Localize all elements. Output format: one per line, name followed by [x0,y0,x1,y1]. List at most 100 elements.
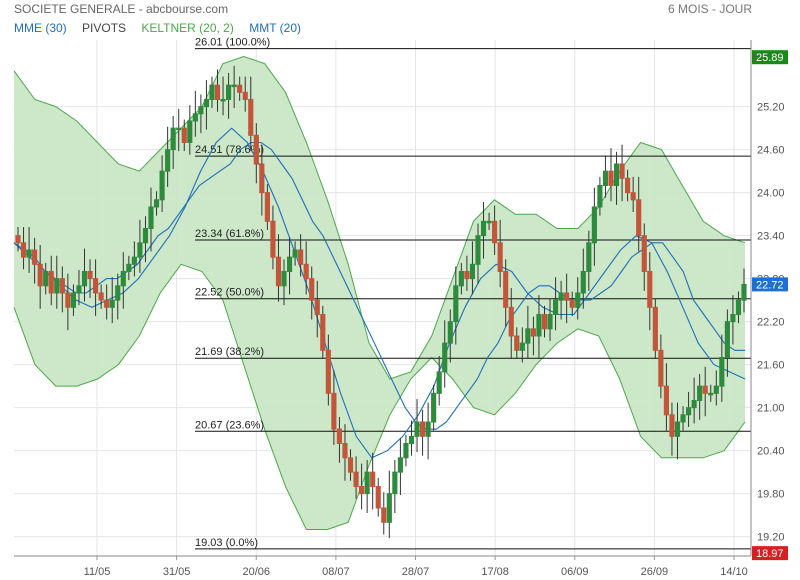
candle-body[interactable] [170,127,176,151]
candle-body[interactable] [237,84,243,93]
candle-body[interactable] [87,270,93,280]
candle-body[interactable] [580,270,586,294]
candle-body[interactable] [669,414,675,437]
candle-body[interactable] [530,328,536,337]
candle-body[interactable] [43,270,49,287]
candle-body[interactable] [54,278,60,294]
candle-body[interactable] [547,313,553,330]
candle-body[interactable] [514,335,520,351]
candle-body[interactable] [253,134,259,165]
candle-body[interactable] [26,249,32,258]
candle-body[interactable] [264,192,270,222]
candle-body[interactable] [353,471,359,487]
candle-body[interactable] [142,227,149,244]
candle-body[interactable] [286,256,293,272]
candle-body[interactable] [691,399,697,409]
candle-body[interactable] [292,249,298,258]
candle-body[interactable] [70,292,76,308]
candle-body[interactable] [647,270,653,308]
candle-body[interactable] [503,270,509,308]
candle-body[interactable] [686,407,692,416]
candle-body[interactable] [414,421,420,437]
candle-body[interactable] [226,84,232,100]
candle-body[interactable] [325,349,331,394]
candle-body[interactable] [641,235,647,272]
candle-body[interactable] [408,435,415,444]
candle-body[interactable] [735,299,742,315]
candle-body[interactable] [525,328,531,344]
candle-body[interactable] [386,493,392,523]
candle-body[interactable] [109,299,115,308]
candle-body[interactable] [370,471,376,487]
candle-body[interactable] [519,342,525,351]
candle-body[interactable] [425,421,431,437]
candle-body[interactable] [724,321,730,358]
candle-body[interactable] [541,313,548,330]
candle-body[interactable] [59,278,65,294]
candle-body[interactable] [359,485,365,495]
candle-body[interactable] [403,442,409,459]
candle-body[interactable] [381,507,387,523]
candle-body[interactable] [48,270,54,294]
candle-body[interactable] [20,242,27,258]
candle-body[interactable] [708,392,714,396]
legend-mme30[interactable]: MME (30) [14,21,67,35]
candle-body[interactable] [652,306,658,351]
candle-body[interactable] [303,263,309,280]
candle-body[interactable] [298,249,304,265]
candle-body[interactable] [165,149,171,172]
legend-mmt20[interactable]: MMT (20) [249,21,301,35]
candle-body[interactable] [697,385,703,401]
candle-body[interactable] [259,163,265,194]
candle-body[interactable] [320,313,326,351]
candle-body[interactable] [231,84,237,88]
candle-body[interactable] [431,392,437,423]
candle-body[interactable] [564,292,570,301]
candle-body[interactable] [419,421,426,437]
candle-body[interactable] [492,220,498,244]
candle-body[interactable] [93,278,99,294]
candle-body[interactable] [586,242,592,272]
candle-body[interactable] [613,163,620,186]
legend-keltner[interactable]: KELTNER (20, 2) [141,21,234,35]
candle-body[interactable] [347,457,354,473]
candle-body[interactable] [625,177,631,194]
candle-body[interactable] [730,313,736,323]
legend-pivots[interactable]: PIVOTS [82,21,127,35]
candle-body[interactable] [702,385,708,394]
candle-body[interactable] [314,299,320,315]
candle-body[interactable] [104,299,110,308]
candle-body[interactable] [453,285,459,323]
candle-body[interactable] [115,285,121,301]
candle-body[interactable] [192,113,198,122]
candle-body[interactable] [209,84,215,100]
candle-body[interactable] [575,292,581,308]
candle-body[interactable] [630,192,636,201]
candle-body[interactable] [636,199,642,237]
candle-body[interactable] [37,263,43,287]
candle-body[interactable] [126,263,132,272]
candle-body[interactable] [81,270,88,287]
candle-body[interactable] [480,220,487,237]
candle-body[interactable] [375,485,381,509]
candle-body[interactable] [120,270,126,287]
candle-body[interactable] [131,256,137,265]
candle-body[interactable] [275,256,282,287]
candle-body[interactable] [214,84,221,100]
candle-body[interactable] [65,292,71,308]
candle-body[interactable] [309,278,315,301]
candle-body[interactable] [591,206,597,244]
candle-body[interactable] [674,421,681,437]
candle-body[interactable] [741,283,747,301]
candle-body[interactable] [558,292,564,301]
candle-body[interactable] [181,127,187,143]
candle-body[interactable] [447,321,453,344]
candle-body[interactable] [203,98,210,108]
candle-body[interactable] [602,170,609,186]
candle-body[interactable] [148,206,154,229]
candle-body[interactable] [242,91,248,100]
candle-body[interactable] [536,313,542,337]
candle-body[interactable] [270,220,276,258]
candle-body[interactable] [619,163,625,179]
